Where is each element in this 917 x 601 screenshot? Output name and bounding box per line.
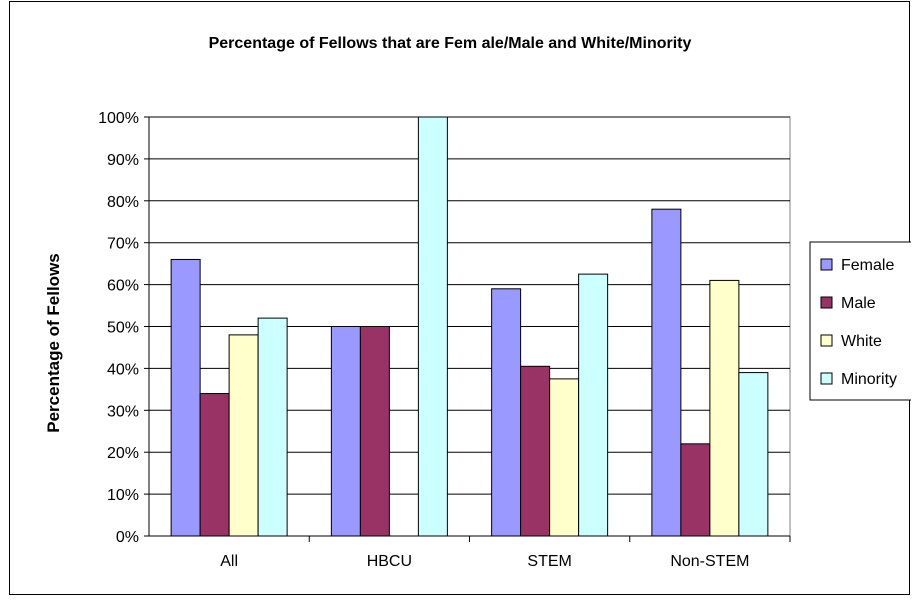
legend-label-minority: Minority [841,371,897,388]
y-tick-label: 10% [107,487,139,504]
chart-title: Percentage of Fellows that are Fem ale/M… [209,35,692,52]
bar-female [491,288,522,537]
legend-label-male: Male [841,295,876,312]
x-tick-label: STEM [527,553,571,570]
bar-male [199,393,230,537]
bar-minority [417,116,448,537]
bar-female [651,208,682,537]
x-tick-label: HBCU [367,553,412,570]
y-tick-label: 30% [107,403,139,420]
legend: Female Male White Minority [809,241,911,401]
y-tick-label: 100% [98,110,139,127]
legend-swatch-white [820,334,833,347]
bar-minority [738,372,769,537]
x-tick-label: All [220,553,238,570]
x-tick-label: Non-STEM [670,553,749,570]
bar-minority [257,317,288,537]
plot-area: 0% 10% 20% 30% 40% 50% 60% 70% 80% 90% 100% All HBCU… [98,110,791,570]
bar-male [680,443,711,537]
y-tick-label: 50% [107,320,139,337]
y-tick-label: 90% [107,152,139,169]
bar-white [709,279,740,537]
bar-chart: Percentage of Fellows that are Fem ale/M… [44,35,911,570]
y-tick-label: 60% [107,278,139,295]
y-tick-label: 70% [107,236,139,253]
y-tick-label: 80% [107,194,139,211]
legend-label-female: Female [841,257,894,274]
bar-white [549,378,580,537]
y-axis-label: Percentage of Fellows [44,253,63,433]
legend-label-white: White [841,333,882,350]
y-tick-label: 40% [107,361,139,378]
bar-female [170,258,201,537]
bar-female [330,326,361,537]
legend-swatch-female [820,258,833,271]
legend-swatch-minority [820,372,833,385]
bar-white [228,334,259,537]
bar-minority [578,273,609,537]
bar-male [520,365,551,537]
chart-frame: Percentage of Fellows that are Fem ale/M… [9,1,911,595]
bar-male [359,326,390,537]
y-tick-label: 0% [116,529,139,546]
y-tick-label: 20% [107,445,139,462]
legend-swatch-male [820,296,833,309]
